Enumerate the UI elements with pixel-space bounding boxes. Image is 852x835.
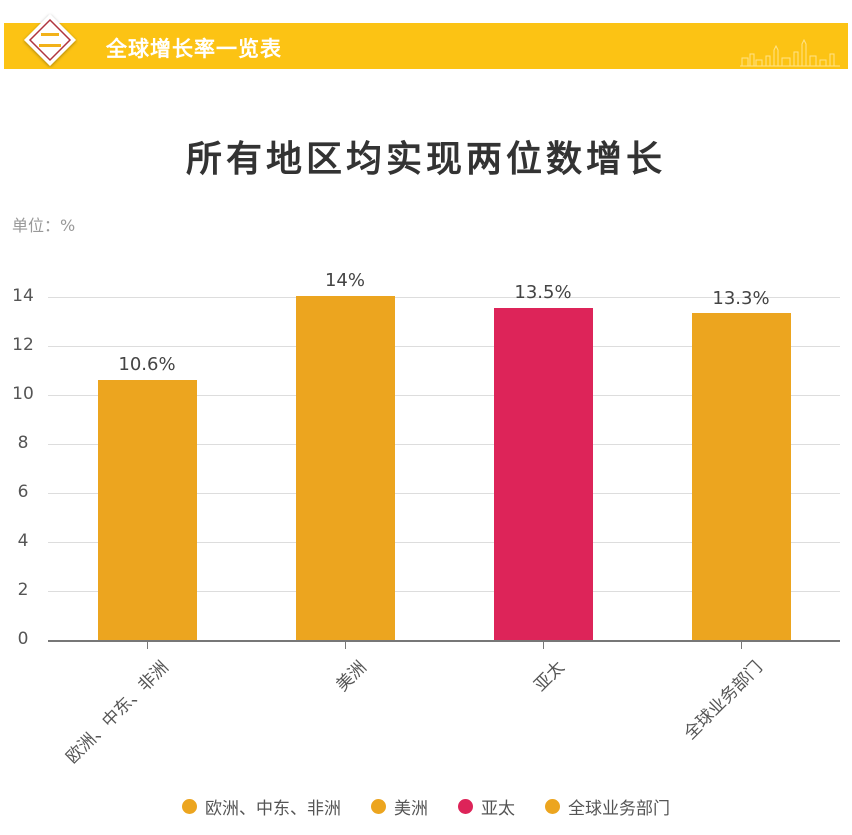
legend-dot-icon <box>545 799 560 814</box>
y-tick-label: 2 <box>17 580 29 600</box>
gridline-12 <box>48 346 840 347</box>
gridline-10 <box>48 395 840 396</box>
legend-label: 欧洲、中东、非洲 <box>205 799 341 819</box>
x-category-label: 全球业务部门 <box>680 657 767 744</box>
x-tick-mark <box>741 642 742 649</box>
bar-apac <box>494 308 593 640</box>
chart-legend: 欧洲、中东、非洲 美洲 亚太 全球业务部门 <box>0 794 852 819</box>
y-tick-label: 12 <box>12 335 34 355</box>
x-category-label: 亚太 <box>530 657 569 696</box>
x-tick-mark <box>345 642 346 649</box>
legend-dot-icon <box>182 799 197 814</box>
bar-value-label: 13.3% <box>712 288 770 309</box>
x-tick-mark <box>147 642 148 649</box>
legend-label: 亚太 <box>481 799 515 819</box>
y-tick-label: 0 <box>17 629 29 649</box>
gridline-2 <box>48 591 840 592</box>
city-skyline-icon <box>740 38 840 67</box>
chart-title: 所有地区均实现两位数增长 <box>185 139 666 180</box>
bar-americas <box>296 296 395 640</box>
x-category-label: 美洲 <box>332 657 371 696</box>
header-bar <box>4 23 848 69</box>
legend-item-americas[interactable]: 美洲 <box>371 794 428 819</box>
unit-label: 单位：% <box>12 216 76 235</box>
legend-item-global-business[interactable]: 全球业务部门 <box>545 794 670 819</box>
bar-emea <box>98 380 197 640</box>
x-axis-line <box>48 640 840 642</box>
legend-label: 美洲 <box>394 799 428 819</box>
y-tick-label: 14 <box>12 286 34 306</box>
legend-label: 全球业务部门 <box>568 799 670 819</box>
legend-item-emea[interactable]: 欧洲、中东、非洲 <box>182 794 341 819</box>
legend-dot-icon <box>371 799 386 814</box>
bar-value-label: 13.5% <box>514 282 572 303</box>
x-category-label: 欧洲、中东、非洲 <box>62 657 173 768</box>
y-tick-label: 8 <box>17 433 29 453</box>
bar-global-business <box>692 313 791 640</box>
header-title: 全球增长率一览表 <box>106 37 282 61</box>
y-tick-label: 6 <box>17 482 29 502</box>
gridline-14 <box>48 297 840 298</box>
gridline-6 <box>48 493 840 494</box>
y-tick-label: 4 <box>17 531 29 551</box>
x-tick-mark <box>543 642 544 649</box>
diamond-numeral-two-icon <box>24 14 76 66</box>
gridline-8 <box>48 444 840 445</box>
y-tick-label: 10 <box>12 384 34 404</box>
bar-value-label: 10.6% <box>118 354 176 375</box>
gridline-4 <box>48 542 840 543</box>
legend-dot-icon <box>458 799 473 814</box>
bar-value-label: 14% <box>324 270 365 291</box>
legend-item-apac[interactable]: 亚太 <box>458 794 515 819</box>
